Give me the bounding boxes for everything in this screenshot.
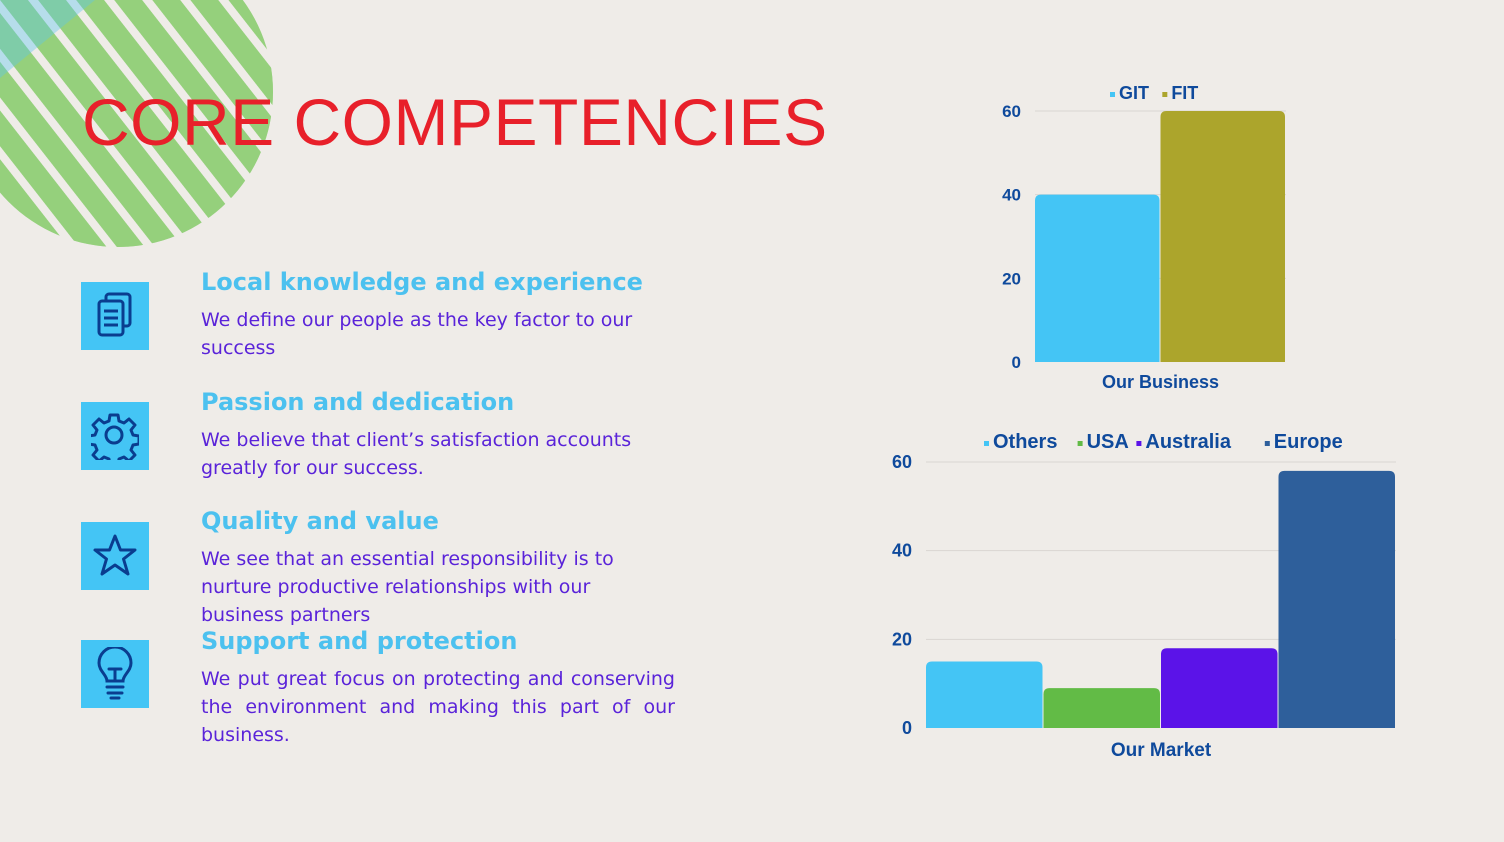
bar-australia (1161, 648, 1278, 728)
competency-text: We believe that client’s satisfaction ac… (201, 429, 632, 479)
competency-text: We define our people as the key factor t… (201, 309, 633, 359)
y-tick-label: 60 (1002, 102, 1021, 121)
legend-swatch (984, 441, 989, 446)
legend-swatch (1077, 441, 1083, 446)
y-tick-label: 0 (902, 718, 912, 738)
bar-usa (1043, 688, 1160, 728)
bar-others (926, 661, 1043, 728)
gear-icon (81, 402, 149, 470)
y-tick-label: 20 (892, 629, 912, 649)
y-tick-label: 40 (1002, 186, 1021, 205)
competency-heading: Local knowledge and experience (201, 268, 643, 296)
legend-label: USA (1087, 431, 1129, 453)
market-bar-chart: 0 20 40 60 Our Market Others USA Australia Europ… (892, 431, 1396, 761)
bar-fit (1160, 111, 1285, 362)
page-title: CORE COMPETENCIES (82, 85, 828, 159)
legend-swatch (1162, 92, 1168, 97)
document-icon (81, 282, 149, 350)
bar-git (1035, 194, 1160, 362)
y-tick-label: 60 (892, 452, 912, 472)
y-tick-label: 40 (892, 541, 912, 561)
legend-label: FIT (1171, 83, 1198, 103)
legend-swatch (1264, 441, 1270, 446)
bar-europe (1278, 470, 1395, 728)
x-category-label: Our Business (1102, 372, 1219, 392)
legend-label: Europe (1274, 431, 1343, 453)
lightbulb-icon (81, 640, 149, 708)
decorative-striped-circle (0, 0, 273, 247)
legend-swatch (1136, 441, 1142, 446)
legend-label: GIT (1119, 83, 1149, 103)
y-tick-label: 20 (1002, 269, 1021, 288)
y-tick-label: 0 (1012, 353, 1021, 372)
competency-heading: Passion and dedication (201, 388, 515, 416)
business-bar-chart: 0 20 40 60 Our Business GIT FIT (1002, 83, 1286, 392)
competency-text: We see that an essential responsibility … (201, 548, 614, 626)
competency-heading: Support and protection (201, 627, 518, 655)
legend-label: Australia (1145, 431, 1231, 453)
legend-label: Others (993, 431, 1057, 453)
star-icon (81, 522, 149, 590)
x-category-label: Our Market (1111, 740, 1212, 761)
competency-heading: Quality and value (201, 507, 439, 535)
legend-swatch (1110, 92, 1115, 97)
competency-text: We put great focus on protecting and con… (201, 668, 675, 746)
